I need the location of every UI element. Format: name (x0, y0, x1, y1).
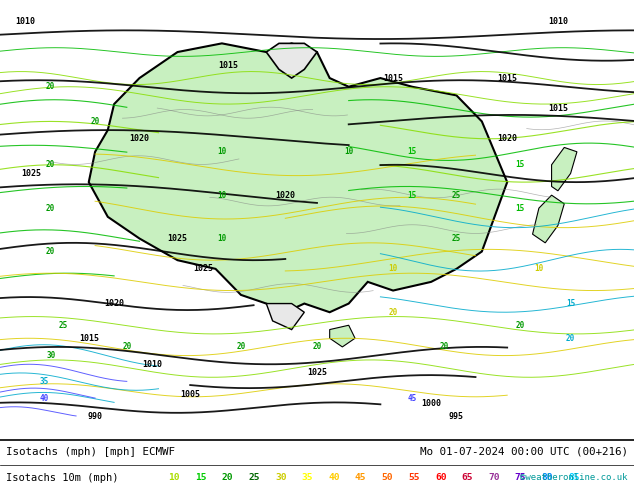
Text: 45: 45 (355, 473, 366, 482)
Polygon shape (266, 304, 304, 330)
Text: 40: 40 (40, 394, 49, 403)
Text: 1020: 1020 (104, 299, 124, 308)
Text: 1010: 1010 (548, 17, 568, 26)
Polygon shape (533, 195, 564, 243)
Text: 10: 10 (169, 473, 180, 482)
Text: 20: 20 (439, 343, 448, 351)
Text: 20: 20 (122, 343, 131, 351)
Text: 20: 20 (46, 247, 55, 256)
Text: 995: 995 (449, 412, 464, 421)
Text: 50: 50 (382, 473, 393, 482)
Text: 15: 15 (515, 204, 524, 213)
Text: ©weatheronline.co.uk: ©weatheronline.co.uk (520, 473, 628, 482)
Text: 1020: 1020 (497, 134, 517, 143)
Text: 15: 15 (408, 191, 417, 199)
Text: 20: 20 (46, 160, 55, 169)
Text: 1025: 1025 (22, 169, 42, 178)
Text: 1015: 1015 (218, 61, 238, 70)
Text: Mo 01-07-2024 00:00 UTC (00+216): Mo 01-07-2024 00:00 UTC (00+216) (420, 447, 628, 457)
Text: 40: 40 (328, 473, 340, 482)
Text: 30: 30 (275, 473, 287, 482)
Text: 15: 15 (195, 473, 207, 482)
Text: 990: 990 (87, 412, 103, 421)
Text: 1010: 1010 (142, 360, 162, 369)
Text: 10: 10 (534, 265, 543, 273)
Text: 1005: 1005 (180, 390, 200, 399)
Text: 1015: 1015 (79, 334, 99, 343)
Text: 15: 15 (408, 147, 417, 156)
Text: 1015: 1015 (548, 104, 568, 113)
Text: 25: 25 (249, 473, 260, 482)
Text: 20: 20 (46, 82, 55, 91)
Text: 20: 20 (389, 308, 398, 317)
Text: 90: 90 (595, 473, 606, 482)
Polygon shape (330, 325, 355, 347)
Text: 20: 20 (566, 334, 575, 343)
Text: 1025: 1025 (167, 234, 188, 243)
Text: 1015: 1015 (497, 74, 517, 82)
Text: 25: 25 (59, 321, 68, 330)
Text: 20: 20 (236, 343, 245, 351)
Text: 20: 20 (91, 117, 100, 126)
Text: 80: 80 (541, 473, 553, 482)
Text: 10: 10 (217, 191, 226, 199)
Text: 35: 35 (40, 377, 49, 386)
Text: Isotachs (mph) [mph] ECMWF: Isotachs (mph) [mph] ECMWF (6, 447, 176, 457)
Text: 60: 60 (435, 473, 446, 482)
Text: 20: 20 (222, 473, 233, 482)
Text: 10: 10 (389, 265, 398, 273)
Text: 1025: 1025 (307, 368, 327, 377)
Text: 35: 35 (302, 473, 313, 482)
Polygon shape (552, 147, 577, 191)
Text: 65: 65 (462, 473, 473, 482)
Text: 20: 20 (313, 343, 321, 351)
Text: 10: 10 (217, 147, 226, 156)
Polygon shape (89, 44, 507, 312)
Text: 1025: 1025 (193, 265, 213, 273)
Text: 15: 15 (515, 160, 524, 169)
Text: 15: 15 (566, 299, 575, 308)
Text: 1010: 1010 (15, 17, 36, 26)
Text: 25: 25 (452, 234, 461, 243)
Polygon shape (266, 44, 317, 78)
Text: 1020: 1020 (275, 191, 295, 199)
Text: Isotachs 10m (mph): Isotachs 10m (mph) (6, 472, 119, 483)
Text: 25: 25 (452, 191, 461, 199)
Text: 70: 70 (488, 473, 500, 482)
Text: 10: 10 (217, 234, 226, 243)
Text: 1000: 1000 (421, 399, 441, 408)
Text: 85: 85 (568, 473, 579, 482)
Text: 75: 75 (515, 473, 526, 482)
Text: 10: 10 (344, 147, 353, 156)
Text: 20: 20 (46, 204, 55, 213)
Text: 30: 30 (46, 351, 55, 360)
Text: 55: 55 (408, 473, 420, 482)
Text: 1020: 1020 (129, 134, 150, 143)
Text: 1015: 1015 (383, 74, 403, 82)
Text: 20: 20 (515, 321, 524, 330)
Text: 45: 45 (408, 394, 417, 403)
